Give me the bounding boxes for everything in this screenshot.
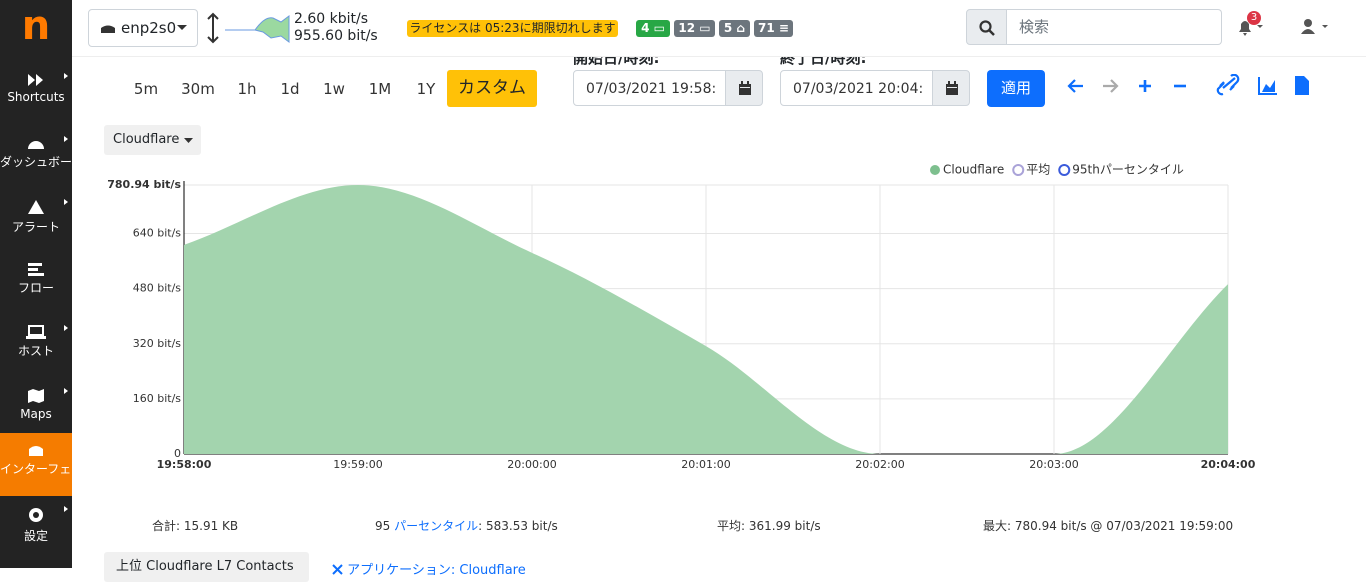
search-input[interactable]: 検索 [1007,9,1222,45]
nav-flows[interactable]: フロー [0,252,72,315]
nav-hosts[interactable]: ホスト [0,315,72,378]
sidebar: n Shortcuts ダッシュボード アラート フロー ホスト Maps イン… [0,0,95,568]
x-tick-label: 19:59:00 [333,458,382,471]
search-button[interactable] [966,9,1007,45]
y-tick-label: 480 bit/s [133,282,182,295]
area [184,185,1228,454]
timespan[interactable]: 1d [280,80,300,98]
y-tick-label: 640 bit/s [133,227,182,240]
x-tick-label: 20:03:00 [1029,458,1078,471]
timespan[interactable]: 1M [368,80,392,98]
topbar: enp2s0 2.60 kbit/s 955.60 bit/s ライセンスは 0… [72,0,1366,57]
badge-flows[interactable]: 71 ≡ [754,20,793,37]
user-menu[interactable] [1300,17,1330,37]
stat-p95-value: : 583.53 bit/s [478,519,558,533]
legend-marker [1012,164,1025,176]
stat-avg: 平均: 361.99 bit/s [717,519,821,533]
stat-p95: 95 パーセンタイル: 583.53 bit/s [375,517,558,534]
timespan[interactable]: 30m [181,80,215,98]
notifications[interactable] [1236,17,1266,37]
y-tick-label: 780.94 bit/s [107,178,181,191]
back[interactable] [1067,79,1083,93]
legend-label: 平均 [1026,163,1050,177]
badge-count: 12 [678,21,696,35]
nav-label: アラート [11,220,60,234]
y-tick-label: 160 bit/s [133,392,182,405]
nav-dashboard[interactable]: ダッシュボード [0,126,84,189]
zoom-in[interactable] [1139,80,1151,92]
stat-p95-link[interactable]: パーセンタイル [394,519,479,533]
legend-marker [930,165,940,175]
nav-label: ホスト [17,344,54,358]
timespan[interactable]: 1h [237,80,257,98]
license-badge: ライセンスは 05:23に期限切れします [407,20,618,37]
x-tick-label: 20:04:00 [1201,458,1256,471]
download-rate: 955.60 bit/s [294,28,378,44]
apply-button[interactable]: 適用 [987,70,1045,107]
upload-rate: 2.60 kbit/s [294,11,369,27]
export[interactable] [1295,76,1309,95]
x-tick-label: 19:58:00 [157,458,212,471]
selector-label: Cloudflare [113,132,180,147]
end-calendar[interactable] [932,70,970,106]
x-tick-label: 20:02:00 [855,458,904,471]
notification-count: 3 [1247,11,1261,25]
permalink[interactable] [1216,74,1240,96]
timespan-custom[interactable]: カスタム [447,70,537,107]
toolbar-icons [1067,74,1309,96]
stat-p95-prefix: 95 [375,519,391,533]
badge-count: 4 [641,21,650,35]
contacts-label: 上位 Cloudflare L7 Contacts [116,559,294,574]
timespan[interactable]: 1w [323,80,345,98]
y-tick-label: 320 bit/s [133,337,182,350]
stat-max: 最大: 780.94 bit/s @ 07/03/2021 19:59:00 [983,519,1234,533]
badge-count: 5 [723,21,733,35]
nav-label: Maps [20,407,52,421]
timespan[interactable]: 5m [133,80,159,98]
traffic-sparkline [207,12,290,44]
legend-label: 95thパーセンタイル [1072,163,1184,177]
nav-label: 設定 [23,529,48,543]
nav-label: Shortcuts [7,90,65,104]
series-selector[interactable]: Cloudflare [104,125,201,155]
badge-count: 71 [758,21,775,35]
app-filter-label: アプリケーション: Cloudflare [347,563,526,578]
y-tick-label: 0 [174,447,181,460]
badge-devices[interactable]: 5 ⌂ [719,20,750,37]
badge-hosts-local[interactable]: 4 ▭ [636,20,670,37]
nav-alerts[interactable]: アラート [0,189,72,252]
x-tick-label: 20:00:00 [507,458,556,471]
start-input[interactable]: 07/03/2021 19:58: [573,70,726,106]
legend-label: Cloudflare [943,163,1004,177]
end-input[interactable]: 07/03/2021 20:04: [780,70,933,106]
nav-label: ダッシュボード [0,155,85,169]
start-calendar[interactable] [725,70,763,106]
nav-shortcuts[interactable]: Shortcuts [0,63,72,126]
legend-marker [1058,164,1071,176]
x-tick-label: 20:01:00 [681,458,730,471]
nav-interface[interactable]: インターフェイス [0,433,95,496]
nav-label: インターフェイス [0,462,95,476]
stat-total: 合計: 15.91 KB [152,519,239,533]
app-filter[interactable]: アプリケーション: Cloudflare [332,559,526,578]
logo[interactable]: n [21,3,51,49]
chart: 0 160 bit/s 320 bit/s 480 bit/s 640 bit/s 780… [107,163,1256,472]
nav-label: フロー [17,281,54,295]
nav-settings[interactable]: 設定 [0,496,72,559]
chart-type[interactable] [1258,77,1277,95]
badge-hosts[interactable]: 12 ▭ [674,20,715,37]
interface-dropdown[interactable]: enp2s0 [88,9,198,47]
timespan[interactable]: 1Y [416,80,436,98]
contacts-dropdown[interactable]: 上位 Cloudflare L7 Contacts [104,552,309,582]
interface-name: enp2s0 [121,19,177,37]
forward[interactable] [1103,79,1119,93]
nav-maps[interactable]: Maps [0,378,72,441]
